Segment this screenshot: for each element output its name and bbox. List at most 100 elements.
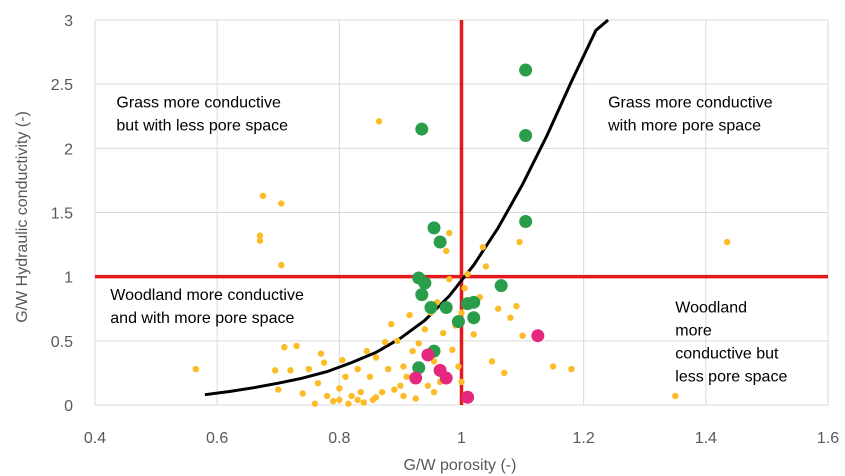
data-point bbox=[724, 238, 731, 246]
data-point bbox=[400, 392, 407, 400]
annotation-line: but with less pore space bbox=[116, 117, 288, 134]
y-tick-label: 0.5 bbox=[51, 334, 73, 351]
data-point bbox=[415, 122, 429, 136]
data-point bbox=[305, 365, 312, 373]
data-point bbox=[314, 379, 322, 387]
data-point bbox=[336, 396, 343, 404]
x-axis-title: G/W porosity (-) bbox=[404, 457, 517, 474]
data-point bbox=[513, 302, 520, 310]
x-tick-label: 1 bbox=[457, 430, 466, 447]
x-tick-label: 1.2 bbox=[573, 430, 595, 447]
data-point bbox=[433, 235, 447, 249]
data-point bbox=[519, 332, 526, 339]
data-point bbox=[424, 382, 432, 389]
x-tick-label: 1.4 bbox=[695, 430, 717, 447]
data-point bbox=[464, 270, 471, 278]
data-point bbox=[488, 358, 496, 365]
data-point bbox=[400, 363, 407, 370]
data-point bbox=[278, 200, 285, 207]
x-tick-label: 0.6 bbox=[206, 430, 228, 447]
data-point bbox=[372, 354, 380, 361]
data-point bbox=[354, 365, 361, 373]
data-point bbox=[385, 365, 392, 373]
data-point bbox=[479, 243, 487, 251]
data-point bbox=[461, 390, 475, 404]
data-point bbox=[439, 300, 453, 314]
data-point bbox=[430, 388, 438, 396]
data-point bbox=[336, 385, 343, 392]
data-point bbox=[427, 221, 441, 235]
data-point bbox=[293, 342, 300, 350]
data-point bbox=[439, 329, 447, 337]
annotation-line: more bbox=[675, 323, 712, 340]
data-point bbox=[397, 382, 404, 389]
data-point bbox=[345, 400, 352, 407]
quadrant-annotation: Grass more conductive with more pore spac… bbox=[607, 94, 773, 134]
data-point bbox=[375, 118, 383, 125]
data-point bbox=[357, 388, 364, 396]
data-point bbox=[192, 365, 199, 373]
y-tick-labels: 0 0.5 1 1.5 2 2.5 3 bbox=[51, 13, 73, 415]
y-tick-label: 1.5 bbox=[51, 206, 73, 223]
data-point bbox=[287, 367, 294, 374]
data-point bbox=[418, 276, 432, 290]
trend-curve-group bbox=[204, 18, 610, 397]
data-point bbox=[391, 386, 398, 393]
data-point bbox=[501, 369, 508, 377]
data-point bbox=[271, 367, 279, 374]
data-point bbox=[394, 337, 401, 345]
data-point bbox=[519, 63, 533, 77]
data-point bbox=[381, 338, 389, 346]
x-tick-label: 0.8 bbox=[328, 430, 350, 447]
data-point bbox=[455, 363, 462, 370]
reference-lines bbox=[95, 20, 828, 405]
data-point bbox=[339, 356, 346, 364]
data-point bbox=[439, 371, 453, 385]
data-point bbox=[458, 378, 465, 386]
annotation-line: Grass more conductive bbox=[608, 94, 773, 111]
y-tick-label: 1 bbox=[64, 270, 73, 287]
data-point bbox=[531, 329, 545, 343]
quadrant-annotation: Grass more conductive but with less pore … bbox=[116, 94, 288, 134]
data-point bbox=[519, 129, 533, 142]
data-point bbox=[378, 388, 386, 396]
x-tick-label: 1.6 bbox=[817, 430, 839, 447]
data-points bbox=[192, 63, 731, 407]
y-tick-label: 0 bbox=[64, 398, 73, 415]
x-tick-label: 0.4 bbox=[84, 430, 106, 447]
data-point bbox=[421, 326, 429, 333]
data-point bbox=[409, 347, 416, 355]
y-tick-label: 2.5 bbox=[51, 77, 73, 94]
data-point bbox=[449, 346, 456, 354]
data-point bbox=[549, 363, 557, 370]
data-point bbox=[256, 232, 264, 239]
data-point bbox=[415, 340, 422, 347]
trend-curve bbox=[204, 18, 610, 397]
data-point bbox=[461, 285, 468, 292]
data-point bbox=[372, 394, 380, 401]
data-point bbox=[451, 315, 465, 329]
data-point bbox=[323, 392, 331, 400]
data-point bbox=[430, 358, 438, 365]
data-point bbox=[281, 344, 288, 351]
data-point bbox=[278, 261, 285, 269]
y-tick-label: 3 bbox=[64, 13, 73, 30]
data-point bbox=[409, 371, 423, 385]
annotation-line: and with more pore space bbox=[110, 310, 294, 327]
data-point bbox=[259, 192, 267, 200]
data-point bbox=[342, 373, 349, 380]
data-point bbox=[403, 373, 410, 380]
data-point bbox=[299, 390, 306, 397]
data-point bbox=[446, 276, 453, 283]
data-point bbox=[388, 320, 395, 328]
data-point bbox=[458, 309, 465, 316]
data-point bbox=[470, 331, 477, 338]
data-point bbox=[406, 311, 413, 319]
data-point bbox=[275, 386, 282, 393]
data-point bbox=[467, 311, 481, 325]
data-point bbox=[366, 373, 374, 380]
data-point bbox=[421, 348, 435, 362]
data-point bbox=[446, 229, 453, 237]
data-point bbox=[360, 399, 367, 406]
data-point bbox=[412, 395, 419, 402]
